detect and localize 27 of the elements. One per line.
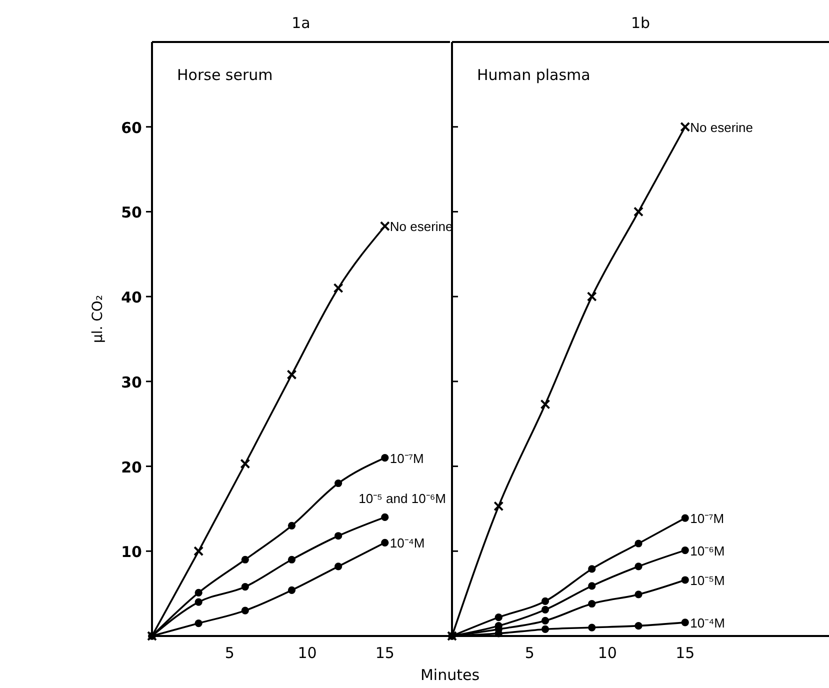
series-label: No eserine xyxy=(390,219,453,234)
x-tick-label: 10 xyxy=(598,644,617,662)
x-tick-label: 15 xyxy=(375,644,394,662)
series-label: 10⁻⁴M xyxy=(690,615,725,630)
series-label: No eserine xyxy=(690,120,753,135)
y-axis-title: μl. CO₂ xyxy=(90,294,106,344)
x-axis-title: Minutes xyxy=(420,666,480,684)
text: Human plasma xyxy=(477,66,590,84)
chart-title: 1a xyxy=(292,14,310,32)
series-label: 10⁻⁴M xyxy=(390,536,425,551)
chart-title: 1b xyxy=(630,14,650,32)
series-label: 10⁻⁵ and 10⁻⁶M xyxy=(358,491,446,506)
x-tick-label: 5 xyxy=(224,644,234,662)
x-tick-label: 5 xyxy=(524,644,534,662)
series-label: 10⁻⁵M xyxy=(690,572,725,588)
y-tick-label: 20 xyxy=(121,458,142,476)
x-tick-label: 15 xyxy=(676,644,695,662)
y-tick-label: 40 xyxy=(121,288,142,307)
y-tick-label: 60 xyxy=(121,118,142,137)
y-tick-label: 10 xyxy=(121,543,142,562)
y-tick-label: 50 xyxy=(121,204,142,222)
series-label: 10⁻⁷M xyxy=(690,511,724,526)
y-tick-label: 30 xyxy=(121,373,142,392)
text: Horse serum xyxy=(177,66,273,84)
x-tick-label: 10 xyxy=(298,644,317,662)
series-label: 10⁻⁷M xyxy=(390,450,424,466)
series-label: 10⁻⁶M xyxy=(690,543,725,558)
